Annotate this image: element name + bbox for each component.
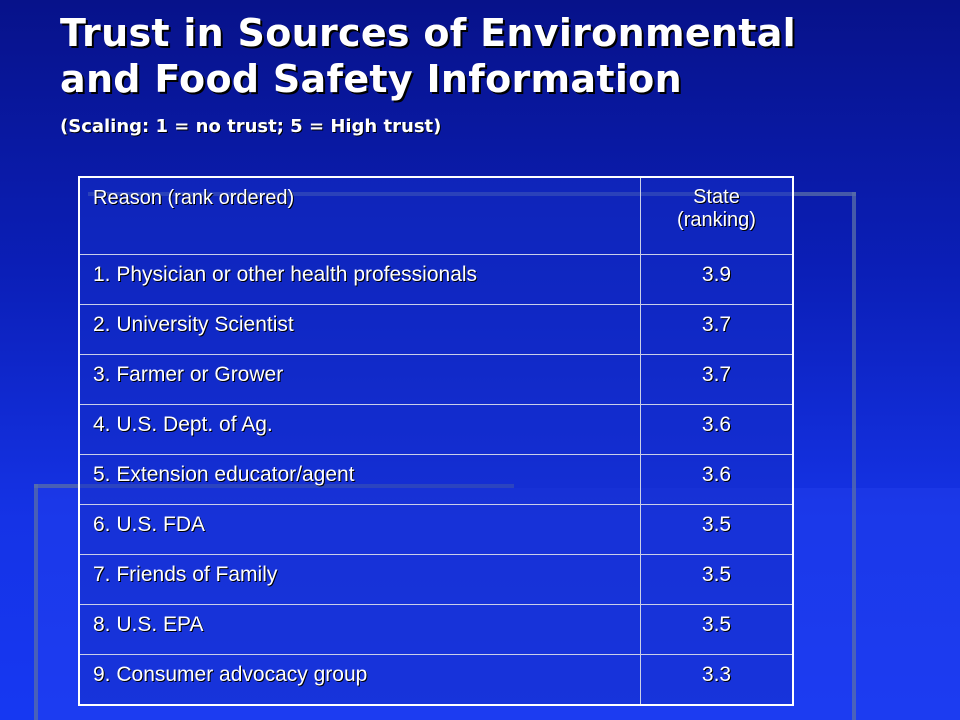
table-row: 9. Consumer advocacy group 3.3 — [78, 654, 794, 706]
header-state-line-1: State — [693, 186, 740, 208]
table-row: 3. Farmer or Grower 3.7 — [78, 354, 794, 405]
value-cell: 3.5 — [640, 554, 794, 605]
table-row: 1. Physician or other health professiona… — [78, 254, 794, 305]
decor-bar-left — [34, 484, 38, 720]
title-line-1: Trust in Sources of Environmental — [60, 11, 797, 55]
table-row: 2. University Scientist 3.7 — [78, 304, 794, 355]
reason-cell: 9. Consumer advocacy group — [78, 654, 641, 706]
reason-cell: 1. Physician or other health professiona… — [78, 254, 641, 305]
reason-cell: 8. U.S. EPA — [78, 604, 641, 655]
value-cell: 3.5 — [640, 504, 794, 555]
trust-table: Reason (rank ordered) State (ranking) 1.… — [78, 176, 794, 706]
value-cell: 3.3 — [640, 654, 794, 706]
table-row: 8. U.S. EPA 3.5 — [78, 604, 794, 655]
reason-cell: 2. University Scientist — [78, 304, 641, 355]
table-row: 5. Extension educator/agent 3.6 — [78, 454, 794, 505]
reason-cell: 6. U.S. FDA — [78, 504, 641, 555]
header-reason: Reason (rank ordered) — [78, 176, 641, 255]
value-cell: 3.5 — [640, 604, 794, 655]
title-line-2: and Food Safety Information — [60, 57, 682, 101]
table-row: 4. U.S. Dept. of Ag. 3.6 — [78, 404, 794, 455]
header-state-line-2: (ranking) — [677, 209, 756, 231]
reason-cell: 4. U.S. Dept. of Ag. — [78, 404, 641, 455]
value-cell: 3.9 — [640, 254, 794, 305]
decor-bar-right — [852, 192, 856, 720]
reason-cell: 5. Extension educator/agent — [78, 454, 641, 505]
value-cell: 3.6 — [640, 404, 794, 455]
table-header-row: Reason (rank ordered) State (ranking) — [78, 176, 794, 255]
value-cell: 3.7 — [640, 354, 794, 405]
value-cell: 3.7 — [640, 304, 794, 355]
header-state: State (ranking) — [640, 176, 794, 255]
table-row: 6. U.S. FDA 3.5 — [78, 504, 794, 555]
reason-cell: 3. Farmer or Grower — [78, 354, 641, 405]
table-row: 7. Friends of Family 3.5 — [78, 554, 794, 605]
slide-title: Trust in Sources of Environmental and Fo… — [60, 10, 796, 102]
reason-cell: 7. Friends of Family — [78, 554, 641, 605]
slide-subtitle: (Scaling: 1 = no trust; 5 = High trust) — [60, 116, 442, 137]
value-cell: 3.6 — [640, 454, 794, 505]
